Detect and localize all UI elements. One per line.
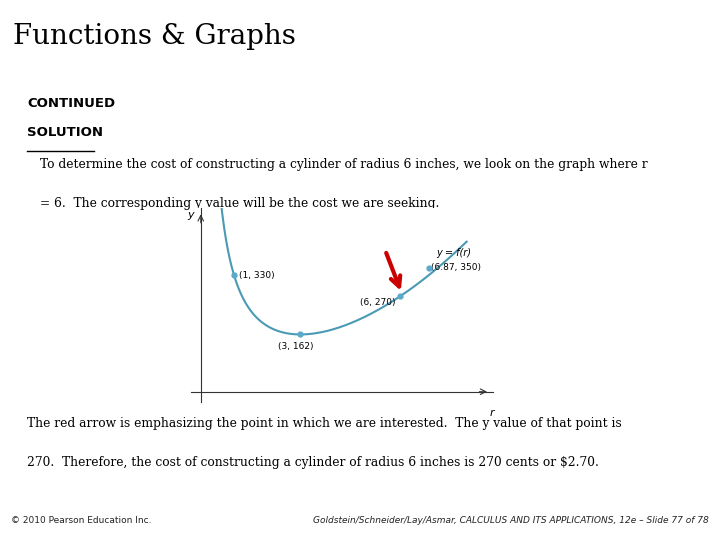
Text: CONTINUED: CONTINUED (27, 97, 115, 110)
Text: y = f(r): y = f(r) (437, 248, 472, 258)
Text: To determine the cost of constructing a cylinder of radius 6 inches, we look on : To determine the cost of constructing a … (40, 158, 647, 171)
Text: SOLUTION: SOLUTION (27, 126, 104, 139)
Text: The red arrow is emphasizing the point in which we are interested.  The y value : The red arrow is emphasizing the point i… (27, 417, 622, 430)
Text: (3, 162): (3, 162) (278, 341, 313, 350)
Text: (6.87, 350): (6.87, 350) (431, 264, 481, 273)
Text: r: r (489, 408, 494, 417)
Text: Functions & Graphs: Functions & Graphs (13, 23, 296, 50)
Text: y: y (187, 210, 194, 220)
Text: (6, 270): (6, 270) (360, 298, 395, 307)
Text: Goldstein/Schneider/Lay/Asmar, CALCULUS AND ITS APPLICATIONS, 12e – Slide 77 of : Goldstein/Schneider/Lay/Asmar, CALCULUS … (313, 516, 709, 524)
Text: © 2010 Pearson Education Inc.: © 2010 Pearson Education Inc. (11, 516, 151, 524)
Text: (1, 330): (1, 330) (239, 271, 274, 280)
Text: 270.  Therefore, the cost of constructing a cylinder of radius 6 inches is 270 c: 270. Therefore, the cost of constructing… (27, 456, 599, 469)
Text: = 6.  The corresponding y value will be the cost we are seeking.: = 6. The corresponding y value will be t… (40, 198, 439, 211)
